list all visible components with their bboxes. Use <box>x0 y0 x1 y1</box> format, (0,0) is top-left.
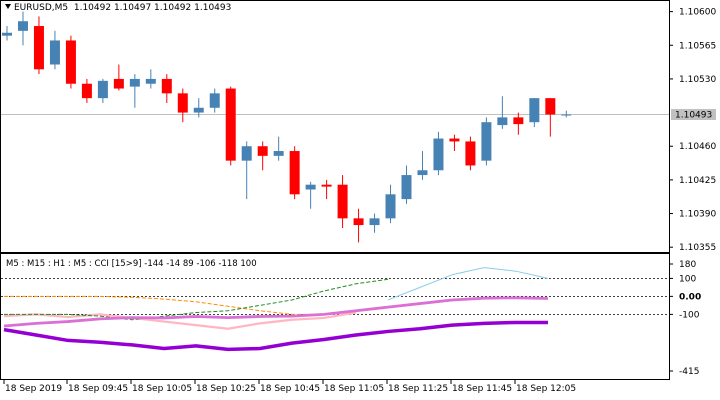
candle-body <box>449 138 460 142</box>
time-tick-label: 18 Sep 2019 <box>5 384 62 394</box>
candle-body <box>289 151 300 195</box>
indicator-value-4: -106 <box>196 259 216 269</box>
candle-body <box>513 117 524 125</box>
indicator-value-1: -144 <box>144 259 164 269</box>
current-price-box <box>671 109 716 120</box>
candle-body <box>2 32 12 36</box>
price-tick-label: 1.10565 <box>679 41 716 51</box>
indicator-series-line <box>3 311 357 330</box>
indicator-lines <box>3 267 549 352</box>
indicator-value-5: -118 <box>218 259 238 269</box>
candle-body <box>177 93 188 113</box>
candle-body <box>545 98 556 115</box>
indicator-value-6: 100 <box>240 259 257 269</box>
candle-body <box>481 122 492 161</box>
ohlc-high: 1.10497 <box>113 3 152 13</box>
collapse-triangle-icon[interactable] <box>5 4 11 9</box>
indicator-tick-label: 0.00 <box>679 292 701 302</box>
candle-body <box>241 146 252 161</box>
ohlc-low: 1.10492 <box>154 3 192 13</box>
indicator-tick-label: -415 <box>679 367 699 377</box>
candle-body <box>385 194 396 219</box>
candle-body <box>145 78 156 84</box>
price-tick-label: 1.10600 <box>679 8 716 18</box>
indicator-label: M5 : M15 : H1 : M5 : CCI [15>9] <box>6 259 142 269</box>
current-price-label: 1.10493 <box>675 111 712 121</box>
candle-body <box>337 184 348 219</box>
chart-frame <box>0 0 670 253</box>
symbol-label: EURUSD,M5 <box>14 3 69 13</box>
time-tick-label: 18 Sep 10:45 <box>260 384 320 394</box>
candle-body <box>65 40 76 84</box>
price-tick-label: 1.10530 <box>679 75 716 85</box>
candle-body <box>353 218 364 226</box>
indicator-tick-label: -100 <box>679 310 700 320</box>
candle-body <box>305 184 316 190</box>
indicator-tick-label: 180 <box>679 260 696 270</box>
candle-body <box>193 107 204 113</box>
indicator-series-line <box>4 295 324 315</box>
candle-body <box>321 184 332 187</box>
time-tick-label: 18 Sep 11:25 <box>388 384 448 394</box>
candle-body <box>257 146 268 156</box>
candle-body <box>465 141 476 166</box>
price-tick-label: 1.10460 <box>679 142 716 152</box>
candle-body <box>561 114 572 116</box>
candle-body <box>81 83 92 99</box>
indicator-value-3: 89 <box>182 259 194 269</box>
candle-body <box>401 175 412 200</box>
candle-body <box>369 218 380 226</box>
indicator-series-line <box>4 278 389 321</box>
candle-body <box>33 26 44 70</box>
indicator-series-line <box>3 296 549 328</box>
current-price-marker: 1.10493 <box>671 109 716 121</box>
time-tick-label: 18 Sep 10:05 <box>132 384 192 394</box>
candle-body <box>273 151 284 156</box>
candle-body <box>161 78 172 94</box>
candle-body <box>417 170 428 176</box>
candle-body <box>209 93 220 108</box>
candles-group <box>2 11 572 243</box>
indicator-tick-label: 100 <box>679 274 696 284</box>
candle-body <box>49 40 60 65</box>
ohlc-open: 1.10492 <box>73 3 112 13</box>
indicator-pane[interactable]: 180 100 0.00 -100 -415 <box>0 253 720 380</box>
time-tick-label: 18 Sep 12:05 <box>516 384 576 394</box>
ohlc-close: 1.10493 <box>194 3 232 13</box>
candle-body <box>529 98 540 123</box>
price-chart[interactable]: 1.10600 1.10565 1.10530 1.10460 1.10425 1.103… <box>0 0 720 253</box>
indicator-value-2: -14 <box>166 259 181 269</box>
time-axis: 18 Sep 2019 18 Sep 09:45 18 Sep 10:05 18 Se… <box>3 380 576 394</box>
candle-body <box>225 88 236 161</box>
time-tick-label: 18 Sep 09:45 <box>68 384 128 394</box>
price-tick-label: 1.10390 <box>679 210 716 220</box>
chart-title: EURUSD,M5 1.10492 1.10497 1.10492 1.1049… <box>5 3 231 13</box>
indicator-title: M5 : M15 : H1 : M5 : CCI [15>9] -144 -14… <box>6 259 257 269</box>
price-tick-label: 1.10425 <box>679 176 716 186</box>
time-tick-label: 18 Sep 11:45 <box>452 384 512 394</box>
indicator-series-line <box>3 320 548 352</box>
time-tick-label: 18 Sep 11:05 <box>324 384 384 394</box>
price-tick-label: 1.10355 <box>679 243 716 253</box>
indicator-series-line <box>387 267 549 301</box>
candle-body <box>497 117 508 126</box>
candle-body <box>17 21 28 31</box>
time-tick-label: 18 Sep 10:25 <box>196 384 256 394</box>
candle-body <box>97 80 108 99</box>
candle-body <box>113 78 124 89</box>
candle-body <box>129 78 140 87</box>
price-axis: 1.10600 1.10565 1.10530 1.10460 1.10425 1.103… <box>669 8 716 253</box>
indicator-axis: 180 100 0.00 -100 -415 <box>669 260 701 377</box>
candle-body <box>433 138 444 171</box>
